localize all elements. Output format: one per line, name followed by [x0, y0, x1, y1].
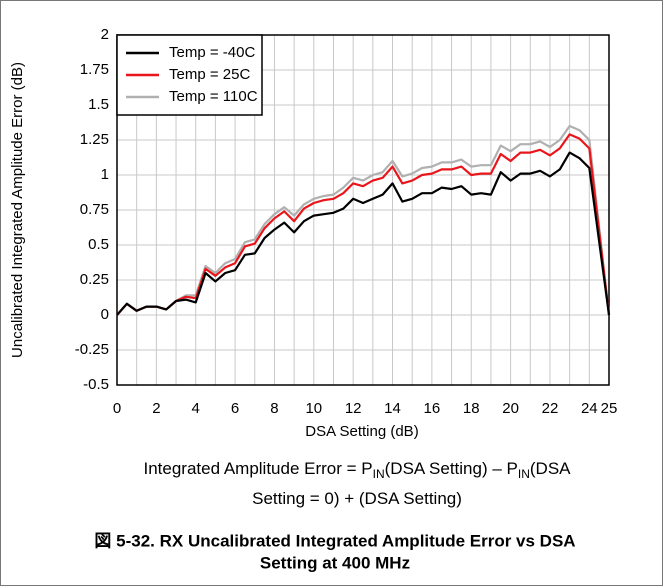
- x-tick-label: 25: [601, 400, 618, 417]
- y-tick-label: 0.25: [80, 271, 109, 288]
- figure-caption: 図 5-32. RX Uncalibrated Integrated Ampli…: [94, 531, 575, 550]
- formula-note: Setting = 0) + (DSA Setting): [252, 489, 462, 508]
- plot-border: [116, 34, 610, 386]
- x-tick-label: 0: [113, 400, 121, 417]
- x-tick-label: 12: [345, 400, 362, 417]
- x-tick-label: 20: [502, 400, 519, 417]
- x-tick-label: 14: [384, 400, 401, 417]
- y-tick-label: 1: [101, 166, 109, 183]
- note-text: (DSA Setting) – P: [385, 459, 518, 478]
- legend-label: Temp = 25C: [169, 66, 250, 83]
- x-tick-label: 4: [192, 400, 200, 417]
- x-tick-label: 18: [463, 400, 480, 417]
- x-tick-label: 8: [270, 400, 278, 417]
- x-tick-label: 10: [305, 400, 322, 417]
- y-tick-label: 0.75: [80, 201, 109, 218]
- y-tick-label: 1.75: [80, 61, 109, 78]
- figure-caption: Setting at 400 MHz: [260, 553, 410, 572]
- note-text: (DSA: [530, 459, 571, 478]
- note-text: Integrated Amplitude Error = P: [143, 459, 372, 478]
- series-line: [116, 151, 611, 316]
- x-tick-label: 24: [581, 400, 598, 417]
- y-tick-label: -0.5: [83, 376, 109, 393]
- subscript: IN: [518, 467, 530, 481]
- x-tick-label: 6: [231, 400, 239, 417]
- formula-note: Integrated Amplitude Error = PIN(DSA Set…: [143, 459, 571, 481]
- y-tick-label: 1.25: [80, 131, 109, 148]
- y-tick-label: 1.5: [88, 96, 109, 113]
- series-line: [116, 133, 611, 316]
- y-tick-label: 2: [101, 26, 109, 43]
- legend-label: Temp = 110C: [169, 88, 258, 105]
- legend-label: Temp = -40C: [169, 44, 255, 61]
- subscript: IN: [373, 467, 385, 481]
- y-tick-label: -0.25: [75, 341, 109, 358]
- x-tick-label: 22: [542, 400, 559, 417]
- y-tick-label: 0: [101, 306, 109, 323]
- x-tick-label: 2: [152, 400, 160, 417]
- note-text: Setting = 0) + (DSA Setting): [252, 489, 462, 508]
- y-axis-label: Uncalibrated Integrated Amplitude Error …: [9, 62, 26, 358]
- x-axis-label: DSA Setting (dB): [305, 423, 418, 440]
- x-tick-label: 16: [424, 400, 441, 417]
- y-tick-label: 0.5: [88, 236, 109, 253]
